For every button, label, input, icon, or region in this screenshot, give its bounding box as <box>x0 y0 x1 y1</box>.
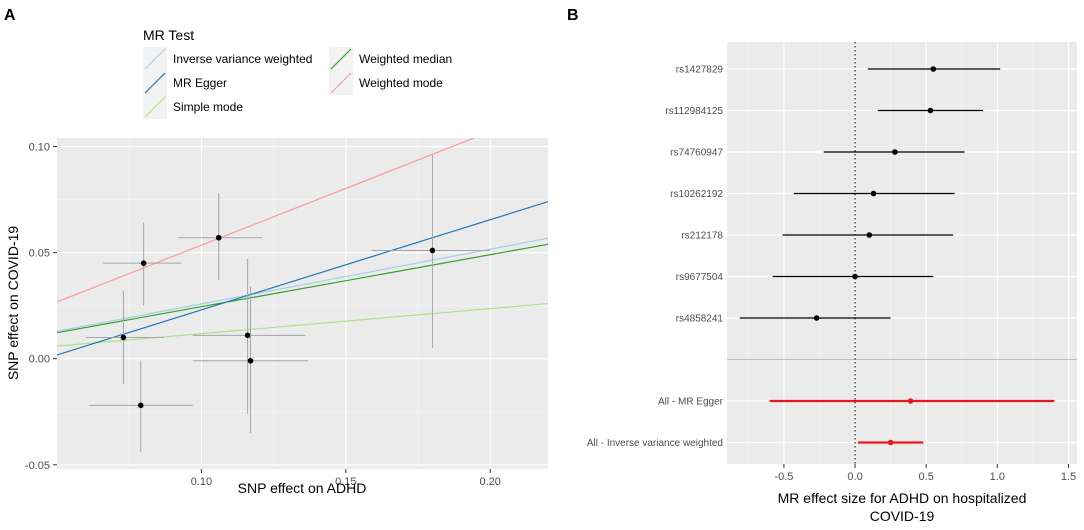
x-tick-label: 0.5 <box>919 471 934 483</box>
legend-label: Inverse variance weighted <box>173 52 312 66</box>
estimate-point <box>907 398 914 404</box>
y-tick-label: 0.10 <box>29 141 50 153</box>
panel-a-grid <box>57 138 548 469</box>
row-label: rs1427829 <box>676 65 724 76</box>
legend-title: MR Test <box>143 27 194 43</box>
panel-a-axes: 0.10 0.15 0.20 -0.05 0.00 0.05 0.10 <box>25 141 501 488</box>
regression-line-mr-egger <box>57 201 548 356</box>
y-tick-label: 0.00 <box>29 354 50 366</box>
panel-b-xlabel-line2: COVID-19 <box>870 508 935 524</box>
x-tick-label: 0.20 <box>480 476 501 488</box>
row-label: rs4858241 <box>676 314 724 325</box>
data-point <box>140 260 147 266</box>
estimate-point <box>813 315 820 321</box>
regression-line-weighted-median <box>57 243 548 334</box>
regression-line-weighted-mode <box>57 138 476 303</box>
legend-label: Weighted median <box>359 52 452 66</box>
legend-label: Weighted mode <box>359 76 443 90</box>
data-point <box>244 332 251 339</box>
data-point <box>247 357 254 364</box>
regression-line-simple-mode <box>57 302 548 347</box>
x-tick-label: 1.5 <box>1061 471 1076 483</box>
estimate-point <box>887 439 894 446</box>
estimate-point <box>930 66 937 72</box>
panel-b-xlabel-line1: MR effect size for ADHD on hospitalized <box>778 490 1027 506</box>
y-tick-label: 0.05 <box>29 248 50 260</box>
data-point <box>429 247 436 254</box>
panel-a-regression-lines <box>57 138 548 356</box>
panel-a-background <box>57 138 548 469</box>
x-tick-label: 0.0 <box>847 471 862 483</box>
legend-key-line <box>144 48 166 70</box>
panel-b-background <box>727 42 1077 464</box>
x-tick-label: 0.10 <box>191 476 212 488</box>
panel-a-letter: A <box>4 7 16 24</box>
y-tick-label: -0.05 <box>25 460 50 472</box>
estimate-point <box>866 232 873 238</box>
legend-key-line <box>330 72 352 94</box>
row-label: rs112984125 <box>665 106 723 117</box>
estimate-point <box>892 149 898 155</box>
legend-key-line <box>144 72 166 94</box>
panel-a-ylabel: SNP effect on COVID-19 <box>5 226 21 381</box>
panel-b-rows: rs1427829 rs112984125 rs74760947 rs10262192… <box>587 65 1055 449</box>
estimate-point <box>927 107 934 114</box>
legend-key-line <box>330 48 352 70</box>
row-label: rs212178 <box>681 231 723 242</box>
panel-b-axes: -0.5 0.0 0.5 1.0 1.5 <box>774 464 1076 483</box>
x-tick-label: -0.5 <box>774 471 793 483</box>
regression-line-inverse-variance-weighted <box>57 237 548 332</box>
data-point <box>215 234 222 241</box>
legend-key-line <box>144 96 166 118</box>
data-point <box>120 334 127 341</box>
x-tick-label: 1.0 <box>990 471 1005 483</box>
estimate-point <box>870 190 877 197</box>
panel-b-letter: B <box>567 7 579 24</box>
row-label: All - Inverse variance weighted <box>587 438 723 449</box>
row-label: rs10262192 <box>670 189 723 200</box>
legend-label: Simple mode <box>173 100 243 114</box>
row-label: rs9677504 <box>676 272 724 283</box>
panel-a-points <box>85 154 491 453</box>
legend: MR Test Inverse variance weighted MR Egge… <box>143 27 452 119</box>
panel-a-xlabel: SNP effect on ADHD <box>238 480 367 496</box>
estimate-point <box>852 273 858 280</box>
legend-label: MR Egger <box>173 76 227 90</box>
data-point <box>137 402 144 409</box>
row-label: All - MR Egger <box>658 397 724 408</box>
x-tick-label: 0.15 <box>335 476 356 488</box>
row-label: rs74760947 <box>670 148 723 159</box>
